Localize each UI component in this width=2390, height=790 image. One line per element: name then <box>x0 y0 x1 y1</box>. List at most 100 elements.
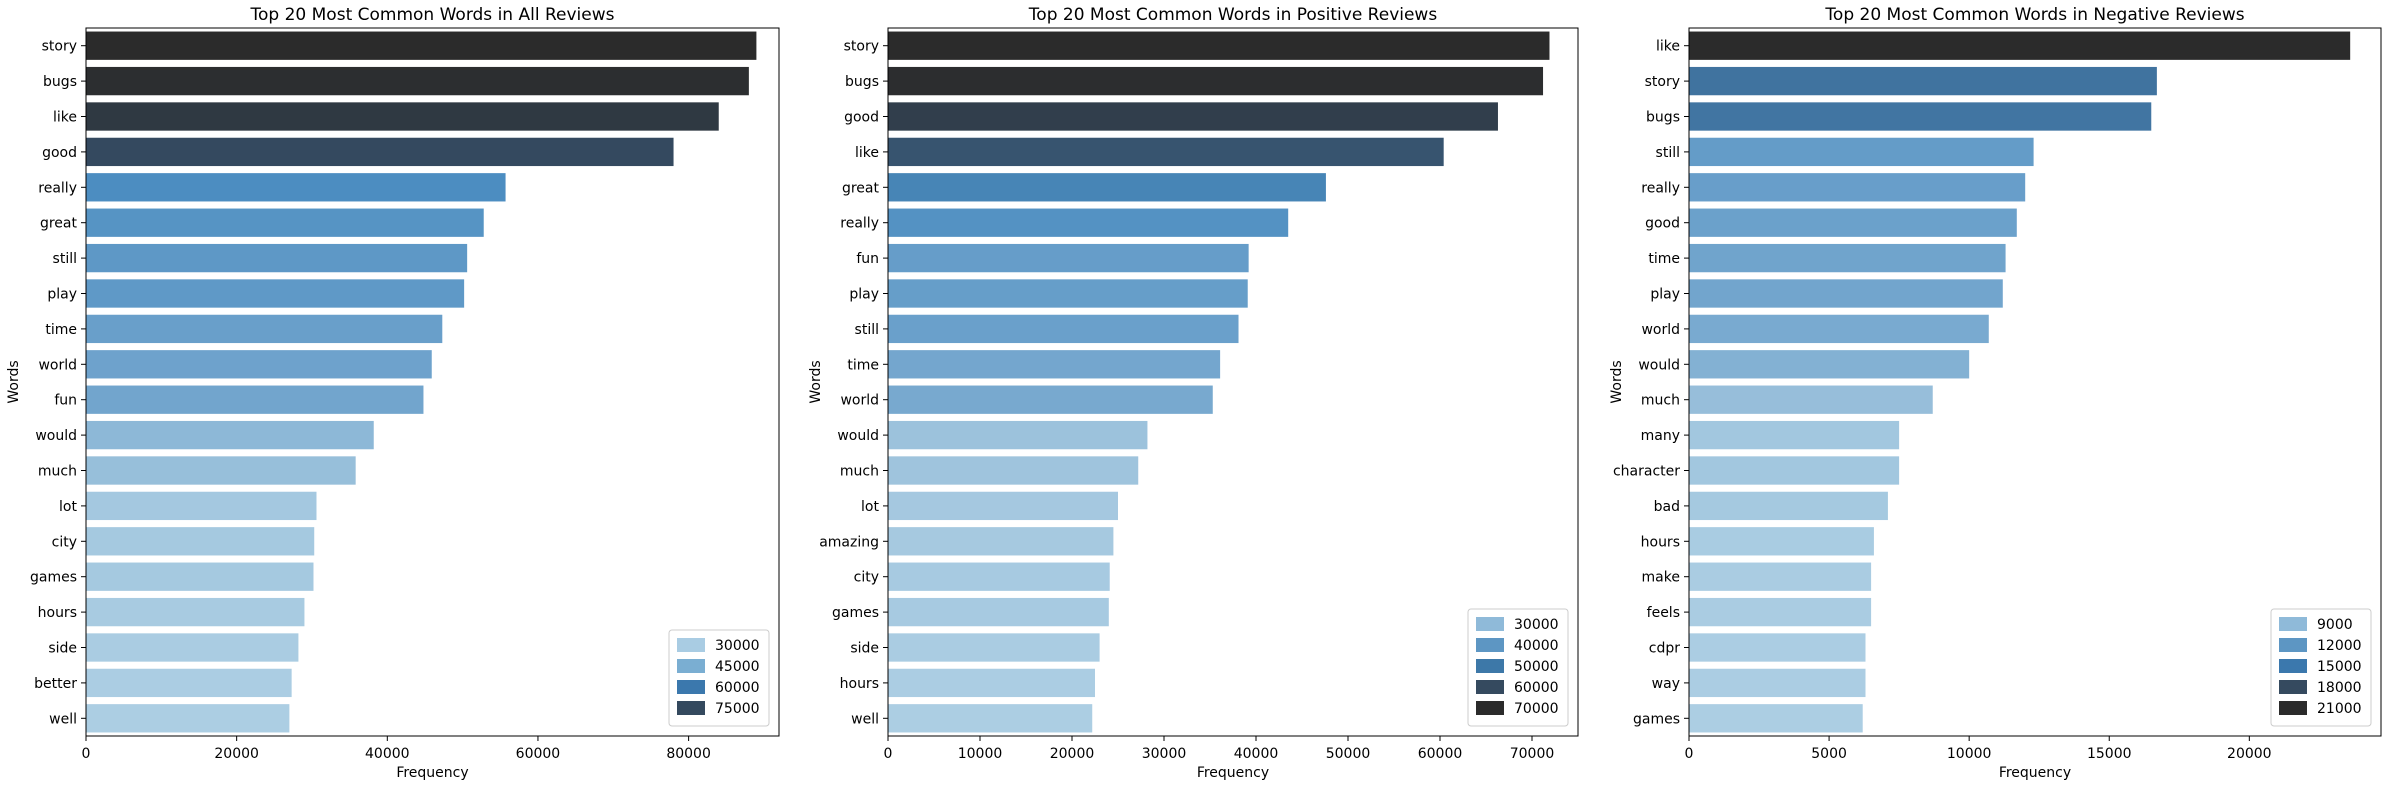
y-tick-label: feels <box>1647 605 1680 621</box>
x-tick-label: 80000 <box>666 746 711 762</box>
bar <box>888 668 1095 698</box>
y-tick-label: play <box>849 287 879 303</box>
bar <box>86 668 292 698</box>
y-axis-label: Words <box>6 360 22 403</box>
x-tick-label: 15000 <box>2087 746 2132 762</box>
bar <box>1689 704 1863 733</box>
y-tick-label: well <box>851 711 879 727</box>
y-tick-label: hours <box>38 605 77 621</box>
bar <box>86 597 305 627</box>
x-tick-label: 70000 <box>1510 746 1555 762</box>
y-tick-label: like <box>1656 39 1680 55</box>
y-tick-label: side <box>48 641 77 657</box>
legend-swatch <box>1476 617 1504 631</box>
legend-swatch <box>2279 701 2307 715</box>
y-tick-label: bugs <box>43 74 77 90</box>
y-tick-label: still <box>53 251 77 267</box>
x-tick-label: 40000 <box>365 746 410 762</box>
y-tick-label: like <box>53 110 77 126</box>
bar <box>888 385 1213 414</box>
y-tick-label: great <box>40 216 78 232</box>
y-tick-label: games <box>832 605 879 621</box>
y-tick-label: good <box>1645 216 1680 232</box>
y-tick-label: make <box>1642 570 1680 586</box>
y-tick-label: city <box>854 570 879 586</box>
bar <box>1689 137 2034 167</box>
bar <box>888 173 1326 202</box>
y-tick-label: story <box>42 39 77 55</box>
x-axis-label: Frequency <box>1999 765 2071 781</box>
bar <box>86 527 315 556</box>
bar <box>1689 633 1866 662</box>
y-tick-label: good <box>42 145 77 161</box>
y-tick-label: hours <box>1641 534 1680 550</box>
y-tick-label: would <box>1638 357 1680 373</box>
legend: 30000 40000 50000 60000 70000 <box>1467 608 1569 727</box>
y-tick-label: really <box>840 216 879 232</box>
x-tick-label: 20000 <box>2227 746 2272 762</box>
y-tick-label: good <box>844 110 879 126</box>
bar <box>888 137 1444 167</box>
x-tick-label: 10000 <box>1947 746 1992 762</box>
legend-label: 15000 <box>2317 659 2362 675</box>
chart-title: Top 20 Most Common Words in Negative Rev… <box>1824 5 2244 25</box>
bar <box>86 633 299 662</box>
x-tick-label: 40000 <box>1234 746 1279 762</box>
legend-label: 60000 <box>715 680 760 696</box>
bar <box>86 102 719 131</box>
y-tick-label: really <box>1641 180 1680 196</box>
bar <box>86 208 484 237</box>
bar <box>888 314 1239 344</box>
y-tick-label: world <box>840 393 879 409</box>
bar <box>1689 456 1900 485</box>
y-tick-label: lot <box>59 499 77 515</box>
legend-label: 60000 <box>1514 680 1559 696</box>
bar <box>1689 491 1888 521</box>
bar <box>888 456 1139 485</box>
bar <box>86 491 317 521</box>
y-tick-label: cdpr <box>1649 641 1680 657</box>
bar <box>888 527 1114 556</box>
y-tick-label: great <box>842 180 880 196</box>
chart-title: Top 20 Most Common Words in Positive Rev… <box>1028 5 1438 25</box>
axes-frame <box>887 27 1579 737</box>
legend-label: 45000 <box>715 659 760 675</box>
bar <box>86 173 506 202</box>
y-tick-label: way <box>1652 676 1680 692</box>
y-tick-label: like <box>855 145 879 161</box>
y-tick-label: world <box>38 357 77 373</box>
y-tick-label: play <box>47 287 77 303</box>
legend-swatch <box>677 659 705 673</box>
bar <box>888 66 1544 96</box>
y-tick-label: time <box>847 357 879 373</box>
legend-swatch <box>677 638 705 652</box>
y-tick-label: much <box>840 464 879 480</box>
bar <box>888 208 1289 237</box>
bar <box>1689 314 1989 344</box>
bar <box>888 491 1118 521</box>
y-tick-label: story <box>1645 74 1680 90</box>
bar <box>1689 668 1866 698</box>
bar <box>888 420 1148 450</box>
bar <box>888 350 1221 379</box>
x-tick-label: 50000 <box>1326 746 1371 762</box>
y-tick-label: play <box>1650 287 1680 303</box>
y-tick-label: fun <box>54 393 77 409</box>
y-tick-label: still <box>1656 145 1680 161</box>
x-tick-label: 0 <box>82 746 91 762</box>
bar <box>86 385 424 414</box>
x-tick-label: 60000 <box>1418 746 1463 762</box>
legend-label: 30000 <box>715 638 760 654</box>
y-tick-label: many <box>1641 428 1680 444</box>
legend: 30000 45000 60000 75000 <box>668 629 770 727</box>
y-axis-label: Words <box>808 360 824 403</box>
y-tick-label: would <box>837 428 879 444</box>
legend-label: 12000 <box>2317 638 2362 654</box>
legend-swatch <box>2279 638 2307 652</box>
bar <box>1689 31 2351 60</box>
chart-panel-1: Top 20 Most Common Words in All Reviews s… <box>6 5 780 781</box>
y-tick-label: character <box>1613 464 1680 480</box>
axes-frame <box>85 27 780 737</box>
bar <box>86 137 674 167</box>
